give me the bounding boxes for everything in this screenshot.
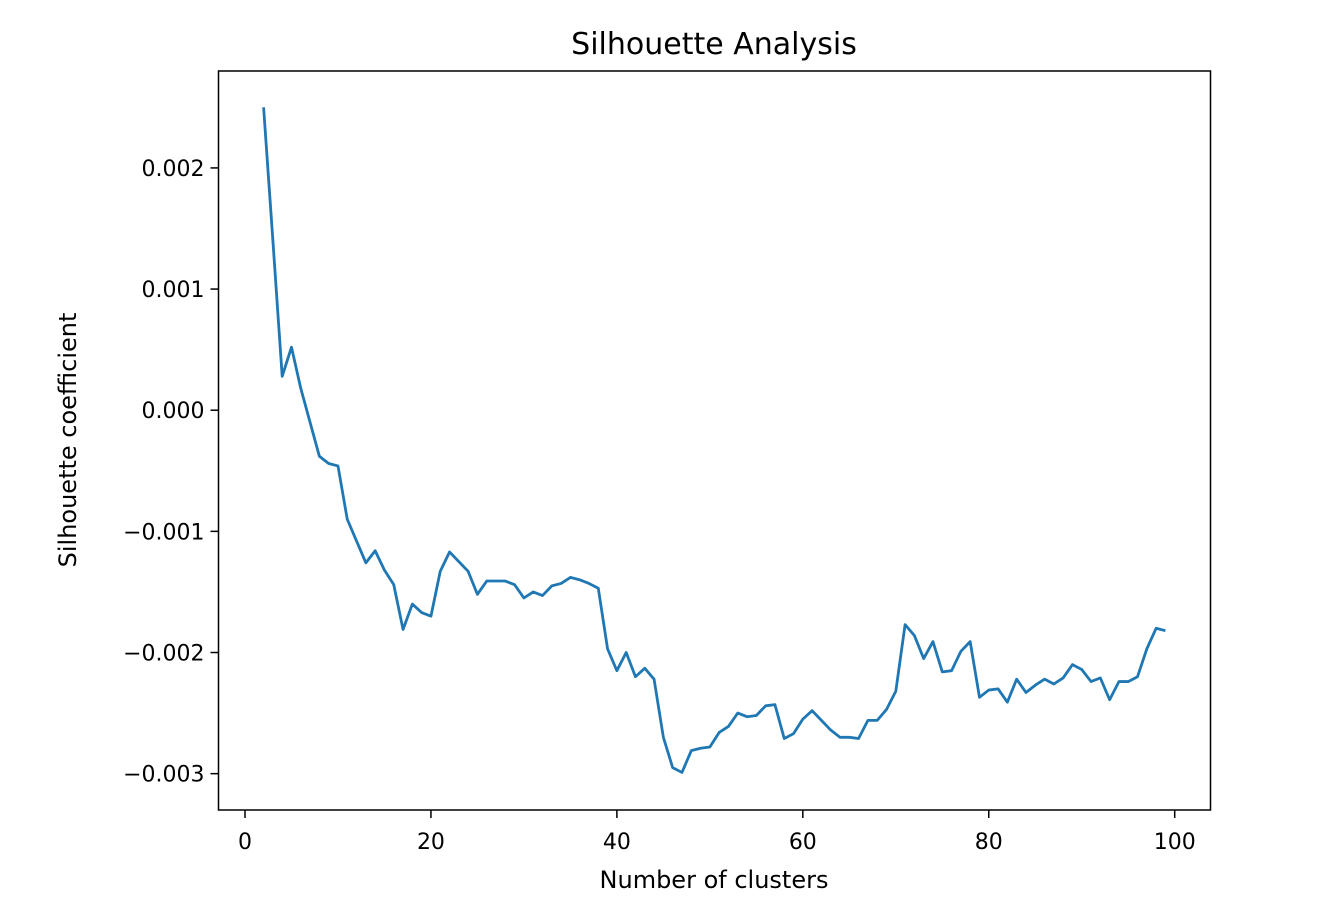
series-line-0	[262, 107, 1166, 774]
y-axis: −0.003 −0.002 −0.001 0.000 0.001 0.002	[123, 157, 219, 788]
series-layer	[262, 107, 1166, 774]
x-tick-label: 20	[417, 830, 445, 855]
y-tick-label: 0.000	[142, 399, 205, 424]
x-axis-label: Number of clusters	[600, 866, 829, 894]
x-tick-label: 60	[789, 830, 817, 855]
x-tick-label: 0	[238, 830, 252, 855]
plot-frame	[217, 70, 1212, 811]
y-tick-label: −0.002	[123, 642, 204, 667]
y-tick-label: −0.003	[123, 763, 204, 788]
y-tick-label: 0.002	[142, 157, 205, 182]
y-tick-label: −0.001	[123, 520, 204, 545]
x-tick-label: 80	[975, 830, 1003, 855]
chart-title: Silhouette Analysis	[571, 27, 857, 62]
x-axis: 0 20 40 60 80 100	[238, 810, 1196, 855]
y-axis-label: Silhouette coefficient	[54, 313, 82, 568]
x-tick-label: 40	[603, 830, 631, 855]
y-tick-label: 0.001	[142, 278, 205, 303]
x-tick-label: 100	[1154, 830, 1196, 855]
